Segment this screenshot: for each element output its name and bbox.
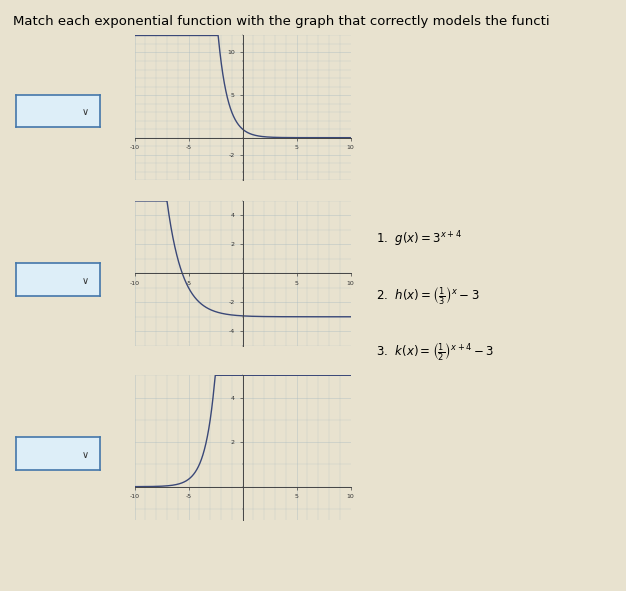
Text: 1.  $g(x) = 3^{x+4}$: 1. $g(x) = 3^{x+4}$ <box>376 229 461 249</box>
Text: ∨: ∨ <box>81 108 88 118</box>
Text: ∨: ∨ <box>81 276 88 286</box>
Text: Match each exponential function with the graph that correctly models the functi: Match each exponential function with the… <box>13 15 549 28</box>
Text: 2.  $h(x) = \left(\frac{1}{3}\right)^x - 3$: 2. $h(x) = \left(\frac{1}{3}\right)^x - … <box>376 285 479 306</box>
Text: 3.  $k(x) = \left(\frac{1}{2}\right)^{x+4} - 3$: 3. $k(x) = \left(\frac{1}{2}\right)^{x+4… <box>376 341 494 362</box>
Text: ∨: ∨ <box>81 450 88 460</box>
